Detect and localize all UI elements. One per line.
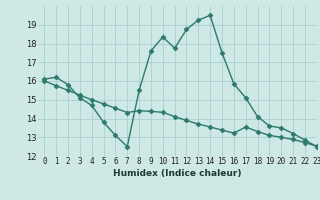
X-axis label: Humidex (Indice chaleur): Humidex (Indice chaleur)	[113, 169, 242, 178]
